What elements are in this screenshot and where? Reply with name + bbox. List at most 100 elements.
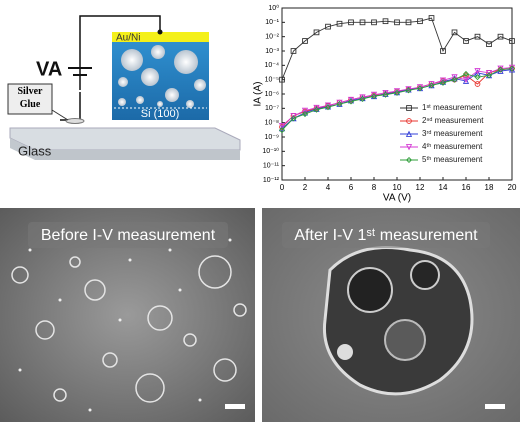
marker: [290, 115, 297, 122]
marker: [440, 48, 446, 54]
marker: [405, 19, 412, 26]
caption-box: [282, 222, 490, 248]
marker: [359, 19, 366, 26]
marker: [497, 66, 504, 73]
y-tick-label: 10⁻¹²: [263, 177, 280, 184]
legend-label: 3ʳᵈ measurement: [422, 129, 483, 138]
bead: [337, 344, 353, 360]
glue-box: [7, 83, 53, 115]
glass-front: [35, 150, 240, 160]
marker: [451, 29, 458, 36]
marker: [406, 118, 412, 124]
marker: [301, 107, 309, 114]
marker: [290, 48, 297, 54]
marker: [462, 76, 470, 84]
scale-bar: [225, 404, 245, 409]
contact: [157, 29, 163, 35]
x-tick-label: 8: [372, 183, 377, 192]
marker: [417, 18, 423, 25]
x-tick-label: 2: [303, 183, 308, 192]
marker: [439, 77, 447, 84]
series-line: [281, 68, 513, 131]
glue-label: Silver Glue: [17, 86, 43, 110]
x-tick-label: 6: [349, 183, 354, 192]
marker: [313, 104, 320, 112]
x-tick-label: 4: [326, 183, 331, 192]
marker: [485, 72, 493, 79]
wire: [79, 15, 161, 90]
particles: [11, 255, 247, 403]
hole: [384, 319, 426, 361]
marker: [302, 38, 308, 44]
marker: [462, 70, 470, 77]
y-tick-label: 10⁻³: [265, 48, 279, 55]
y-tick-label: 10⁻¹: [265, 19, 279, 26]
pointer: [51, 109, 69, 121]
legend-label: 4ᵗʰ measurement: [422, 142, 483, 151]
substrate-label: Si (100): [141, 108, 180, 120]
marker: [406, 105, 412, 111]
y-tick-label: 10⁻²: [265, 34, 279, 41]
marker: [508, 65, 516, 72]
marker: [348, 19, 354, 26]
hole: [347, 267, 393, 313]
marker: [405, 130, 413, 137]
caption: After I-V 1ˢᵗ measurement: [294, 227, 478, 244]
caption: Before I-V measurement: [41, 227, 216, 244]
y-tick-label: 10⁻¹⁰: [262, 147, 279, 155]
marker: [393, 89, 401, 96]
marker: [370, 93, 378, 100]
x-tick-label: 12: [416, 183, 425, 192]
x-tick-label: 20: [508, 183, 517, 192]
marker: [279, 76, 285, 83]
marker: [382, 18, 389, 25]
series-line: [281, 17, 513, 80]
marker: [313, 29, 320, 36]
x-tick-label: 14: [439, 183, 448, 192]
marker: [439, 79, 447, 86]
glass-side: [10, 138, 35, 160]
marker: [451, 74, 458, 81]
y-tick-label: 10⁻⁹: [265, 134, 279, 141]
legend-label: 5ᵗʰ measurement: [422, 155, 483, 164]
wire: [60, 92, 81, 121]
legend-label: 1ˢᵗ measurement: [422, 103, 483, 112]
sem-after: After I-V 1ˢᵗ measurement: [262, 208, 520, 422]
caption-box: [28, 222, 228, 248]
marker: [416, 85, 424, 92]
marker: [278, 122, 286, 130]
series-line: [281, 69, 513, 129]
glue-drop: [65, 118, 85, 124]
au-layer: [112, 32, 209, 42]
marker: [313, 106, 320, 113]
iv-chart: VA (V) IA (A) 0 2 4 6 8 10 12 14 16 18 20 10⁻¹² 10⁻¹…: [253, 4, 517, 204]
marker: [497, 33, 504, 40]
marker: [347, 98, 355, 105]
y-tick-label: 10⁻¹¹: [263, 163, 280, 170]
marker: [451, 76, 458, 83]
marker: [474, 33, 481, 40]
spheres: [118, 45, 206, 108]
marker: [371, 19, 377, 26]
marker: [428, 15, 435, 21]
electrode-label: Au/Ni: [116, 33, 140, 44]
x-tick-label: 10: [393, 183, 402, 192]
y-tick-label: 10⁻⁸: [265, 120, 279, 127]
marker: [325, 23, 331, 30]
x-tick-label: 16: [462, 183, 471, 192]
marker: [278, 127, 286, 134]
marker: [462, 77, 470, 84]
marker: [336, 100, 343, 108]
marker: [428, 82, 435, 89]
marker: [336, 20, 343, 27]
marker: [474, 74, 481, 81]
marker: [279, 124, 285, 130]
hole: [410, 260, 440, 290]
marker: [359, 95, 366, 103]
y-tick-label: 10⁰: [268, 4, 279, 12]
marker: [405, 156, 413, 164]
base-label: Glass: [18, 143, 52, 158]
marker: [394, 19, 400, 26]
sem-before: Before I-V measurement: [0, 208, 255, 422]
